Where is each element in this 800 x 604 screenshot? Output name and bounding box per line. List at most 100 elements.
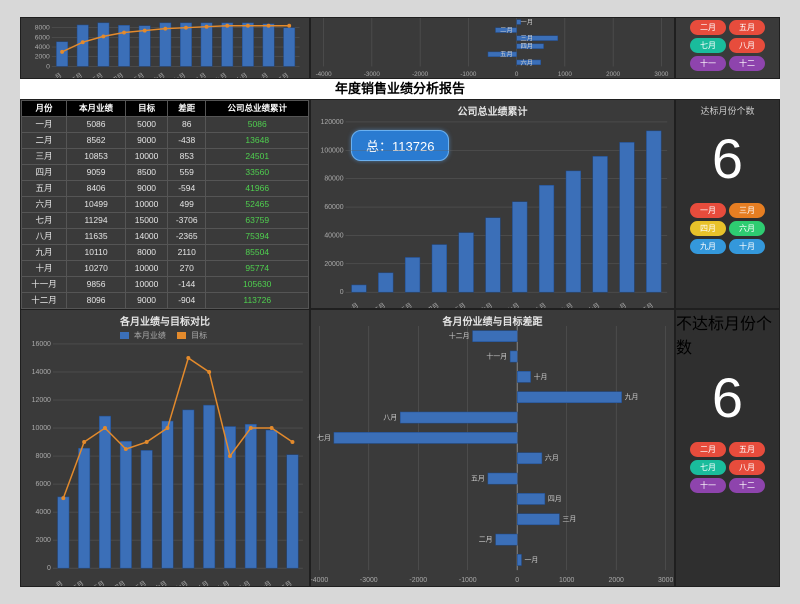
svg-text:九月: 九月	[559, 300, 575, 308]
table-header: 月份	[22, 101, 67, 117]
month-chip: 十月	[729, 239, 765, 254]
svg-text:120000: 120000	[321, 119, 344, 126]
month-chip: 五月	[729, 20, 765, 35]
svg-text:2000: 2000	[608, 577, 624, 584]
month-chip: 二月	[690, 20, 726, 35]
table-row: 十月102701000027095774	[22, 261, 309, 277]
svg-text:2000: 2000	[35, 54, 50, 61]
svg-text:十一月: 十一月	[607, 300, 628, 308]
table-header: 目标	[126, 101, 168, 117]
svg-text:四月: 四月	[425, 301, 440, 308]
month-chip: 四月	[690, 221, 726, 236]
target-count-value: 6	[712, 131, 743, 187]
top-diff-chart: -4000-3000-2000-10000100020003000六月五月四月三…	[310, 17, 675, 79]
table-row: 六月104991000049952465	[22, 197, 309, 213]
svg-text:十月: 十月	[586, 300, 602, 308]
month-chip: 七月	[690, 38, 726, 53]
svg-text:三月: 三月	[399, 301, 414, 308]
svg-text:十二月: 十二月	[273, 578, 294, 586]
data-table: 月份本月业绩目标差距公司总业绩累计一月50865000865086二月85629…	[20, 99, 310, 309]
svg-text:十一月: 十一月	[252, 578, 273, 586]
svg-text:0: 0	[515, 71, 519, 78]
svg-text:十月: 十月	[236, 578, 252, 586]
month-chip: 十一	[690, 56, 726, 71]
compare-chart: 各月业绩与目标对比 本月业绩 目标 0200040006000800010000…	[20, 309, 310, 587]
svg-text:四月: 四月	[548, 495, 562, 503]
svg-text:四月: 四月	[112, 579, 127, 586]
table-row: 十一月985610000-144105630	[22, 277, 309, 293]
svg-text:二月: 二月	[69, 71, 84, 78]
month-chip: 七月	[690, 460, 726, 475]
svg-text:0: 0	[515, 577, 519, 584]
svg-text:-2000: -2000	[409, 577, 427, 584]
svg-text:-1000: -1000	[460, 71, 477, 78]
month-chip: 八月	[729, 38, 765, 53]
svg-text:一月: 一月	[345, 301, 360, 308]
table-row: 十二月80969000-904113726	[22, 293, 309, 309]
svg-text:八月: 八月	[383, 414, 397, 422]
table-row: 四月9059850055933560	[22, 165, 309, 181]
miss-count-label: 不达标月份个数	[676, 310, 779, 358]
svg-text:三月: 三月	[90, 71, 105, 78]
svg-text:九月: 九月	[625, 392, 639, 401]
svg-text:十一月: 十一月	[249, 70, 270, 78]
compare-chart-title: 各月业绩与目标对比	[21, 310, 309, 328]
svg-text:1000: 1000	[558, 71, 572, 78]
svg-text:一月: 一月	[520, 18, 533, 26]
svg-text:16000: 16000	[32, 341, 51, 348]
svg-text:-4000: -4000	[316, 71, 333, 78]
svg-text:二月: 二月	[479, 536, 493, 544]
svg-text:1000: 1000	[559, 577, 575, 584]
svg-text:0: 0	[340, 289, 344, 296]
month-chip: 五月	[729, 442, 765, 457]
svg-text:十二月: 十二月	[634, 300, 655, 308]
svg-text:八月: 八月	[193, 71, 208, 78]
diff-chart: 各月份业绩与目标差距 -4000-3000-2000-1000010002000…	[310, 309, 675, 587]
table-header: 公司总业绩累计	[206, 101, 309, 117]
svg-text:十二月: 十二月	[449, 331, 470, 340]
svg-text:七月: 七月	[317, 433, 331, 442]
svg-text:六月: 六月	[478, 300, 494, 308]
svg-text:六月: 六月	[545, 453, 559, 462]
svg-text:4000: 4000	[35, 44, 50, 51]
table-header: 差距	[167, 101, 206, 117]
table-row: 九月101108000211085504	[22, 245, 309, 261]
month-chip: 九月	[690, 239, 726, 254]
svg-text:九月: 九月	[213, 70, 228, 78]
month-chip: 十二	[729, 478, 765, 493]
svg-text:6000: 6000	[35, 34, 50, 41]
svg-text:3000: 3000	[654, 71, 668, 78]
svg-text:九月: 九月	[215, 578, 231, 586]
table-header: 本月业绩	[66, 101, 125, 117]
month-chip: 十二	[729, 56, 765, 71]
svg-text:十月: 十月	[234, 70, 249, 78]
svg-text:3000: 3000	[658, 577, 674, 584]
svg-text:60000: 60000	[324, 204, 343, 211]
svg-text:14000: 14000	[32, 369, 51, 376]
svg-text:五月: 五月	[452, 301, 467, 308]
svg-text:12000: 12000	[32, 397, 51, 404]
svg-text:一月: 一月	[524, 556, 538, 564]
svg-text:8000: 8000	[35, 25, 50, 32]
svg-text:-1000: -1000	[459, 577, 477, 584]
target-count-panel: 达标月份个数 6 一月三月四月六月九月十月	[675, 99, 780, 309]
svg-text:八月: 八月	[533, 301, 548, 308]
table-row: 七月1129415000-370663759	[22, 213, 309, 229]
svg-text:2000: 2000	[606, 71, 620, 78]
svg-text:七月: 七月	[174, 578, 190, 586]
table-row: 二月85629000-43813648	[22, 133, 309, 149]
svg-text:6000: 6000	[35, 481, 51, 488]
table-row: 一月50865000865086	[22, 117, 309, 133]
table-row: 三月108531000085324501	[22, 149, 309, 165]
svg-text:六月: 六月	[520, 57, 533, 66]
svg-text:三月: 三月	[562, 515, 576, 523]
svg-text:十月: 十月	[534, 372, 548, 381]
svg-text:二月: 二月	[70, 579, 85, 586]
table-row: 八月1163514000-236575394	[22, 229, 309, 245]
cumulative-chart: 公司总业绩累计 总：113726 02000040000600008000010…	[310, 99, 675, 309]
svg-text:80000: 80000	[324, 176, 343, 183]
svg-text:一月: 一月	[48, 71, 63, 78]
svg-text:二月: 二月	[372, 301, 387, 308]
svg-text:-3000: -3000	[364, 71, 381, 78]
top-barline-chart: 02000400060008000一月二月三月四月五月六月七月八月九月十月十一月…	[20, 17, 310, 79]
